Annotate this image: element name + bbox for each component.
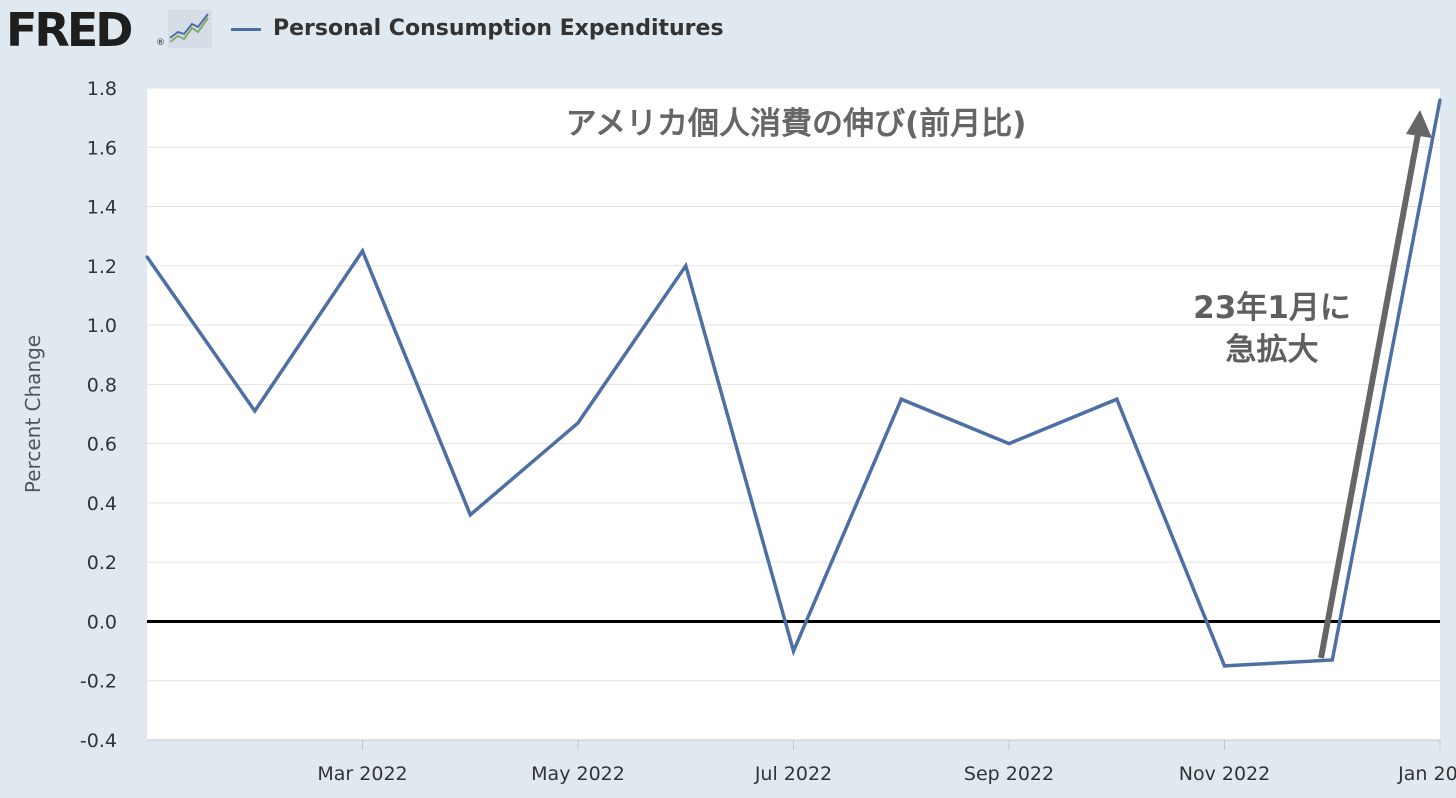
y-tick-label: 0.0	[87, 611, 117, 633]
legend-series-swatch	[231, 28, 261, 31]
data-point[interactable]	[1007, 442, 1011, 446]
y-tick-label: -0.4	[80, 730, 117, 752]
annotation-arrow	[1318, 133, 1421, 659]
y-axis-label: Percent Change	[21, 335, 45, 493]
fred-graph-icon	[168, 10, 212, 48]
data-point[interactable]	[253, 409, 257, 413]
annotation-line-2: 急拡大	[1226, 332, 1319, 368]
x-tick-label: May 2022	[531, 763, 625, 785]
data-point[interactable]	[899, 397, 903, 401]
x-tick-label: Mar 2022	[317, 763, 407, 785]
x-axis-ticks: Mar 2022 May 2022 Jul 2022 Sep 2022 Nov 2022…	[147, 739, 1456, 785]
annotation-line-1: 23年1月に	[1193, 290, 1351, 326]
y-axis-ticks: 1.8 1.6 1.4 1.2 1.0 0.8 0.6 0.4 0.2 0.0 -0.2 -0.4	[80, 78, 117, 752]
series-layer	[145, 98, 1442, 668]
y-tick-label: 1.4	[87, 197, 117, 219]
fred-logo[interactable]: FRED	[6, 3, 133, 57]
y-tick-label: 0.2	[87, 552, 117, 574]
data-point[interactable]	[1115, 397, 1119, 401]
data-point[interactable]	[1438, 98, 1442, 102]
chart-title: アメリカ個人消費の伸び(前月比)	[566, 106, 1027, 142]
y-tick-label: 0.4	[87, 493, 117, 515]
x-tick-label: Sep 2022	[964, 763, 1054, 785]
y-tick-label: 0.8	[87, 374, 117, 396]
plot-area	[147, 88, 1440, 740]
x-tick-label: Nov 2022	[1179, 763, 1270, 785]
y-tick-label: 1.6	[87, 137, 117, 159]
x-tick-label: Jul 2022	[754, 763, 832, 785]
data-point[interactable]	[1330, 658, 1334, 662]
data-point[interactable]	[1223, 664, 1226, 668]
header: FRED ® Personal Consumption Expenditures	[0, 0, 1456, 70]
data-point[interactable]	[576, 421, 580, 425]
x-tick-label: Jan 2023	[1397, 763, 1456, 785]
data-point[interactable]	[145, 255, 149, 259]
logo-registered-mark: ®	[156, 38, 165, 48]
y-tick-label: 0.6	[87, 434, 117, 456]
legend-series-label: Personal Consumption Expenditures	[273, 16, 724, 41]
y-tick-label: 1.8	[87, 78, 117, 100]
y-tick-label: -0.2	[80, 671, 117, 693]
data-point[interactable]	[468, 513, 472, 517]
data-point[interactable]	[361, 249, 364, 253]
data-point[interactable]	[792, 649, 795, 653]
annotation-arrowhead	[1406, 110, 1432, 138]
data-point[interactable]	[684, 264, 688, 268]
y-tick-label: 1.0	[87, 315, 117, 337]
y-tick-label: 1.2	[87, 256, 117, 278]
